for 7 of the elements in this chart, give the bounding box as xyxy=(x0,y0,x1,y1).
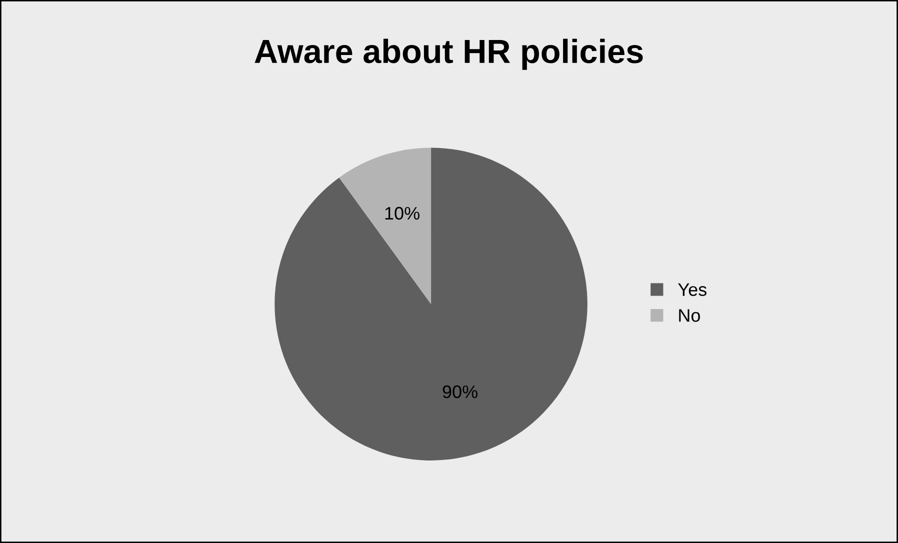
data-label: 10% xyxy=(385,206,420,220)
data-label: 90% xyxy=(442,385,478,398)
pie-slice xyxy=(274,148,588,460)
legend-label: No xyxy=(679,309,700,322)
legend-label: Yes xyxy=(678,283,706,296)
pie-slice xyxy=(339,148,432,304)
chart-title: Aware about HR policies xyxy=(254,38,643,70)
